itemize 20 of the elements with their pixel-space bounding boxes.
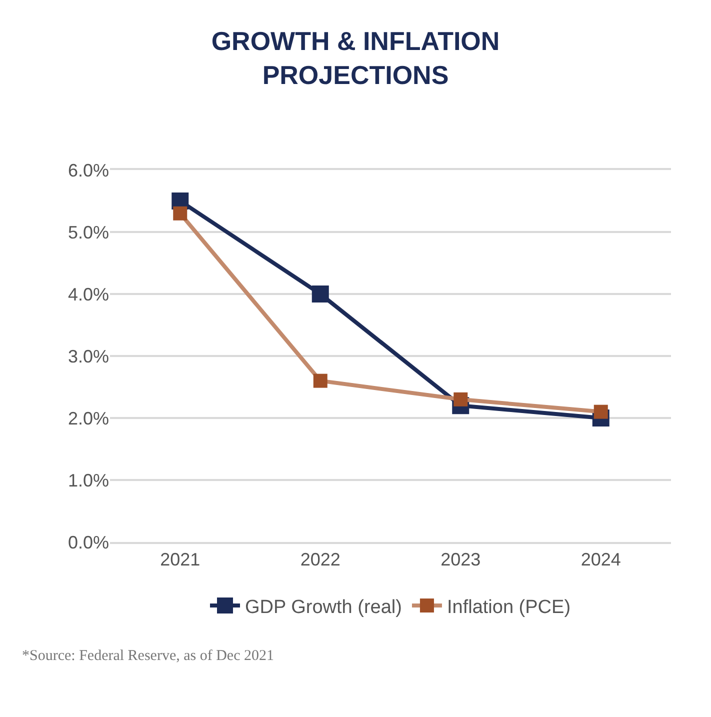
y-tick-label: 1.0% <box>68 470 109 490</box>
x-tick-label: 2021 <box>160 549 200 570</box>
legend-label: Inflation (PCE) <box>446 596 571 618</box>
point <box>312 286 329 302</box>
x-tick-label: 2022 <box>300 549 340 570</box>
x-tick-label: 2023 <box>440 549 481 570</box>
y-tick-label: 6.0% <box>68 160 109 180</box>
y-tick-label: 5.0% <box>68 222 109 242</box>
y-tick-label: 3.0% <box>68 346 109 366</box>
x-tick-label: 2024 <box>580 549 621 570</box>
y-tick-label: 0.0% <box>68 532 109 552</box>
point <box>313 374 328 388</box>
text: *Source: Federal Reserve, as of Dec 2021 <box>22 648 274 664</box>
point <box>173 206 188 220</box>
point <box>594 404 608 419</box>
point <box>454 392 468 406</box>
y-tick-label: 2.0% <box>68 408 109 428</box>
legend-label: GDP Growth (real) <box>245 596 402 618</box>
y-tick-label: 4.0% <box>68 284 109 304</box>
chart-title: GROWTH & INFLATION PROJECTIONS <box>211 26 500 90</box>
